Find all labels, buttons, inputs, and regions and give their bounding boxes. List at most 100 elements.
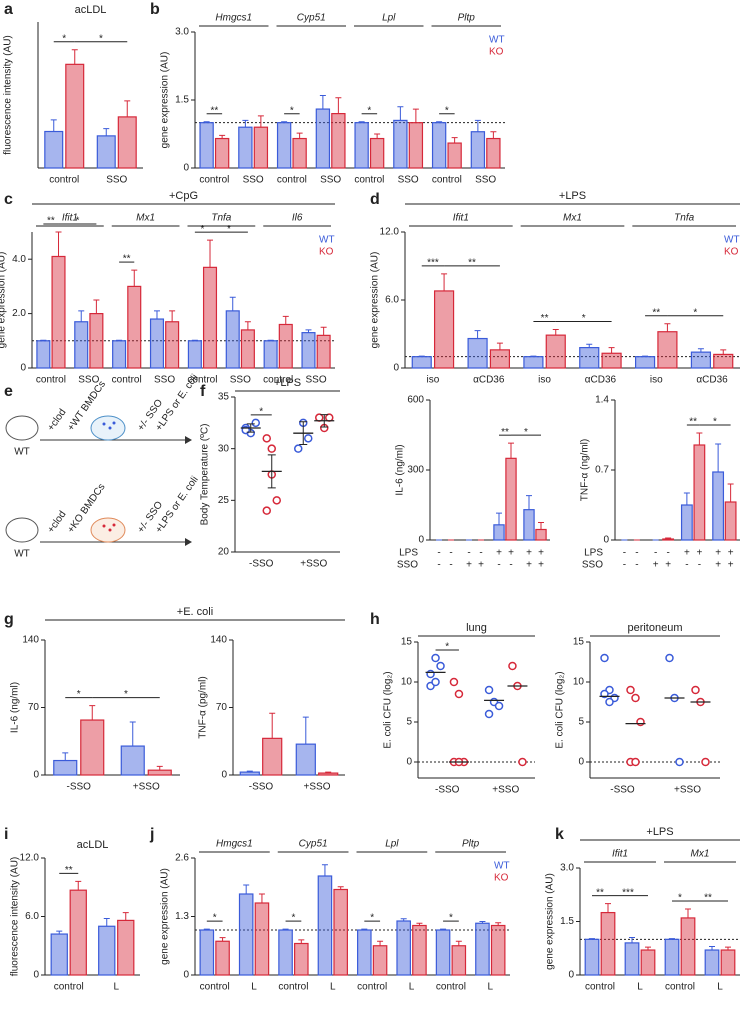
y-tick-label: 15 <box>573 637 585 648</box>
point <box>272 496 281 505</box>
error-bar <box>219 134 226 139</box>
significance-label: * <box>370 913 374 924</box>
error-bar <box>696 432 703 445</box>
legend-entry: WT <box>724 235 740 246</box>
condition-label: + <box>508 548 514 559</box>
error-bar <box>153 310 160 320</box>
point <box>600 653 609 663</box>
error-bar <box>281 121 288 123</box>
error-bar <box>40 339 47 341</box>
bar <box>74 321 89 369</box>
y-tick-label: 0 <box>183 163 189 174</box>
panel-letter: j <box>149 826 154 843</box>
cells <box>102 524 106 528</box>
significance-label: ** <box>47 216 55 227</box>
bar <box>127 285 142 369</box>
error-bar <box>436 121 443 123</box>
x-tick-label: +SSO <box>492 785 519 796</box>
condition-label: + <box>478 560 484 571</box>
y-tick-label: 0 <box>578 757 584 768</box>
y-tick-label: 70 <box>216 702 228 713</box>
bar <box>36 340 51 369</box>
point <box>484 685 494 695</box>
x-tick-label: iso <box>538 375 551 386</box>
legend-entry: KO <box>319 247 334 258</box>
x-tick-label: SSO <box>398 175 419 186</box>
x-tick-label: +SSO <box>133 782 160 793</box>
y-tick-label: 0 <box>33 970 39 981</box>
significance-label: ** <box>704 893 712 904</box>
bar <box>96 135 116 169</box>
panel-letter: f <box>200 383 206 400</box>
y-axis-label: E. coli CFU (log₂) <box>555 671 566 748</box>
bar <box>292 137 307 169</box>
bar <box>664 938 680 976</box>
condition-label: + <box>715 560 721 571</box>
error-bar <box>645 946 651 951</box>
x-tick-label: +SSO <box>300 559 327 570</box>
significance-label: * <box>445 642 449 653</box>
y-tick-label: 0 <box>221 770 227 781</box>
chart-title: +LPS <box>646 826 673 838</box>
error-bar <box>412 108 419 123</box>
legend-entry: WT <box>494 861 510 872</box>
y-tick-label: 15 <box>401 637 413 648</box>
group-label: Pltp <box>458 13 476 24</box>
bar <box>316 334 331 369</box>
significance-label: *** <box>427 258 439 269</box>
condition-label: - <box>654 548 657 559</box>
significance-label: * <box>678 893 682 904</box>
bar <box>584 938 600 976</box>
error-bar <box>400 918 407 921</box>
x-tick-label: L <box>251 982 257 993</box>
diagram-e: e +clod +WT BMDCs +/- SSO +LPS or E. col… <box>4 373 201 560</box>
error-bar <box>416 922 423 926</box>
bar <box>117 116 137 169</box>
condition-label: + <box>526 548 532 559</box>
legend-entry: KO <box>494 873 509 884</box>
arrow-head <box>185 436 192 444</box>
x-tick-label: SSO <box>78 375 99 386</box>
significance-label: * <box>291 913 295 924</box>
group-label: Lpl <box>385 839 399 850</box>
bar <box>713 353 734 369</box>
bar <box>278 929 293 976</box>
chart-title: +CpG <box>169 190 198 202</box>
error-bar <box>103 128 110 136</box>
group-label: Ifit1 <box>453 213 469 224</box>
mouse <box>90 517 126 543</box>
bar <box>447 142 462 169</box>
point <box>636 717 645 727</box>
cells <box>112 421 116 425</box>
error-bar <box>664 323 671 332</box>
panel-letter: a <box>4 1 13 18</box>
mouse-label: WT <box>14 447 30 458</box>
point <box>426 669 435 679</box>
y-axis-label: gene expression (AU) <box>0 252 8 349</box>
error-bar <box>455 940 462 946</box>
error-bar <box>305 329 312 333</box>
x-tick-label: -SSO <box>67 782 92 793</box>
bar <box>262 737 283 776</box>
bar <box>65 63 85 169</box>
significance-label: * <box>99 33 103 44</box>
significance-label: * <box>367 105 371 116</box>
bar <box>238 893 254 976</box>
x-tick-label: SSO <box>243 175 264 186</box>
error-bar <box>321 864 328 876</box>
error-bar <box>298 939 305 944</box>
error-bar <box>508 442 514 459</box>
bar <box>634 356 656 369</box>
bar <box>69 889 87 976</box>
error-bar <box>50 119 57 132</box>
y-axis-label: Body Temperature (ºC) <box>200 424 211 526</box>
bar <box>523 356 544 369</box>
error-bar <box>267 339 274 341</box>
y-tick-label: 5 <box>578 717 584 728</box>
group-label: Cyp51 <box>299 839 328 850</box>
condition-name: SSO <box>397 560 418 571</box>
error-bar <box>267 454 276 489</box>
condition-label: - <box>666 548 669 559</box>
bar <box>147 769 172 776</box>
condition-label: - <box>479 548 482 559</box>
